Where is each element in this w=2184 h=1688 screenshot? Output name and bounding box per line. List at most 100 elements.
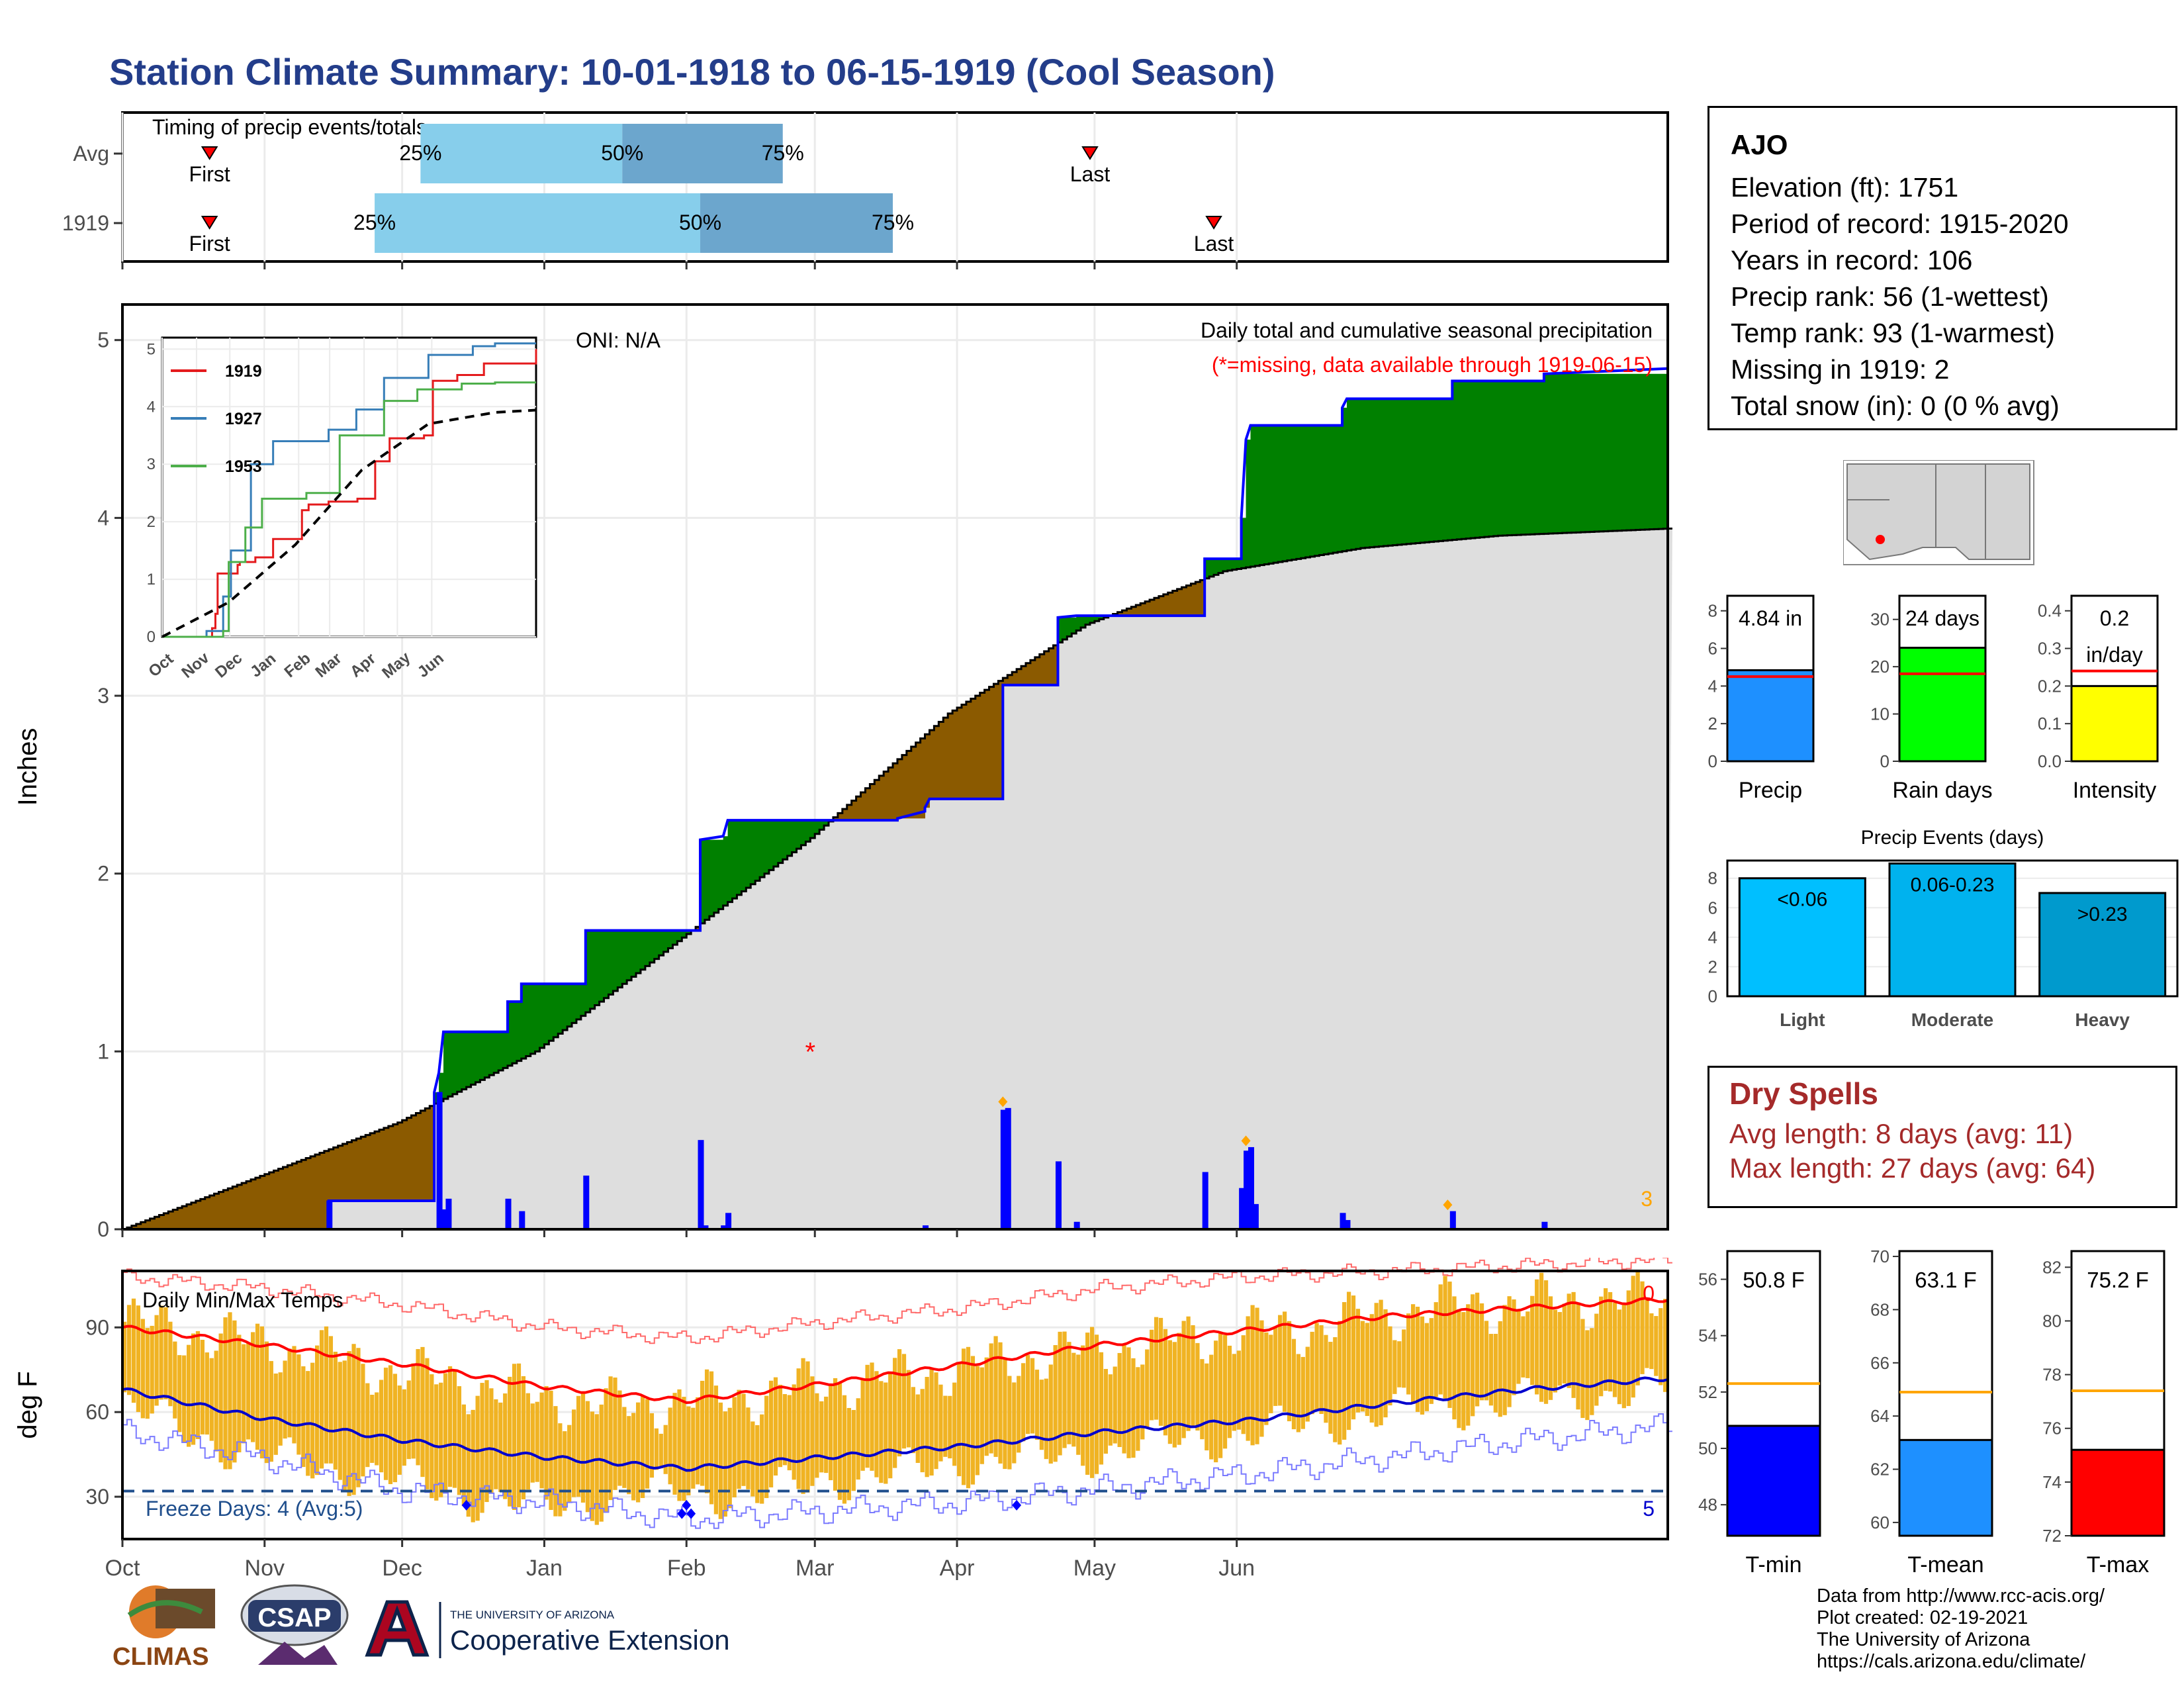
daily-precip-bar: [326, 1200, 333, 1230]
daily-temp-bar: [549, 1390, 553, 1511]
freeze-day-icon: [1012, 1499, 1022, 1511]
daily-temp-bar: [1590, 1328, 1594, 1415]
daily-temp-bar: [498, 1402, 503, 1492]
daily-temp-bar: [1562, 1303, 1567, 1384]
daily-temp-bar: [686, 1406, 691, 1495]
daily-temp-bar: [833, 1378, 838, 1491]
daily-temp-bar: [1186, 1316, 1191, 1431]
inset-ytick-label: 1: [147, 571, 156, 588]
daily-temp-bar: [1278, 1315, 1283, 1406]
inset-series-line: [162, 381, 536, 638]
daily-precip-bar: [583, 1175, 590, 1230]
daily-temp-bar: [1516, 1309, 1521, 1384]
daily-temp-bar: [1594, 1313, 1599, 1406]
daily-precip-bar: [505, 1198, 512, 1230]
daily-temp-bar: [416, 1348, 420, 1466]
last-event-label: Last: [1194, 232, 1234, 256]
normal-cumulative-line: [122, 528, 1672, 1231]
temp-frame: [121, 1270, 1669, 1540]
daily-temp-bar: [1305, 1346, 1310, 1422]
daily-temp-bar: [1617, 1309, 1622, 1405]
daily-temp-bar: [177, 1355, 182, 1432]
daily-temp-bar: [131, 1298, 136, 1403]
temp-summary-title: 63.1 F: [1915, 1268, 1977, 1292]
temp-summary-label: T-min: [1746, 1552, 1802, 1577]
temp-summary-ytick-label: 52: [1698, 1382, 1717, 1402]
missing-marker-icon: *: [805, 1037, 816, 1066]
daily-temp-bar: [1255, 1307, 1259, 1444]
daily-temp-bar: [365, 1383, 370, 1468]
daily-temp-bar: [1122, 1344, 1126, 1454]
daily-temp-bar: [430, 1374, 434, 1499]
daily-temp-bar: [746, 1407, 751, 1489]
university-arizona-logo: THE UNIVERSITY OF ARIZONA Cooperative Ex…: [365, 1600, 730, 1658]
ua-small-text: THE UNIVERSITY OF ARIZONA: [450, 1609, 615, 1621]
daily-temp-bar: [989, 1343, 993, 1454]
daily-temp-bar: [264, 1341, 269, 1464]
daily-temp-bar: [1543, 1280, 1549, 1404]
daily-temp-bar: [608, 1376, 613, 1501]
quartile-label-25: 25%: [399, 141, 441, 165]
daily-temp-bar: [1310, 1331, 1314, 1415]
daily-temp-bar: [1461, 1312, 1466, 1430]
normal-cumulative-area: [122, 528, 1672, 1229]
daily-temp-bar: [829, 1385, 833, 1481]
daily-temp-bar: [1314, 1323, 1319, 1411]
daily-temp-bar: [494, 1399, 498, 1489]
daily-temp-bar: [200, 1340, 205, 1434]
daily-precip-bar: [1449, 1211, 1456, 1230]
ua-big-text: Cooperative Extension: [450, 1624, 730, 1656]
temp-summary-ytick-label: 82: [2042, 1257, 2062, 1277]
daily-temp-bar: [1172, 1342, 1177, 1448]
daily-temp-bar: [122, 1321, 127, 1393]
daily-temp-bar: [1402, 1329, 1406, 1388]
daily-temp-bar: [709, 1371, 714, 1505]
daily-temp-bar: [1259, 1320, 1264, 1437]
daily-temp-bar: [810, 1376, 815, 1486]
daily-temp-bar: [1030, 1358, 1035, 1434]
daily-temp-bar: [1150, 1329, 1154, 1421]
precip-event-label: Heavy: [2075, 1009, 2130, 1030]
daily-temp-bar: [1209, 1354, 1214, 1460]
daily-temp-bar: [659, 1433, 663, 1469]
daily-temp-bar: [1392, 1340, 1397, 1394]
daily-temp-bar: [1181, 1321, 1186, 1438]
daily-temp-bar: [718, 1402, 723, 1519]
first-event-marker-icon: [201, 216, 218, 230]
freeze-day-icon: [461, 1499, 471, 1511]
temp-ytick-label: 30: [85, 1485, 109, 1509]
daily-temp-bar: [342, 1360, 347, 1491]
daily-temp-bar: [604, 1388, 608, 1513]
daily-temp-bar: [966, 1346, 971, 1489]
daily-temp-bar: [1626, 1290, 1631, 1407]
daily-temp-bar: [567, 1425, 572, 1503]
oni-label: ONI: N/A: [576, 328, 661, 352]
daily-temp-bar: [1640, 1281, 1645, 1374]
daily-temp-bar: [700, 1380, 705, 1486]
daily-temp-bar: [704, 1369, 709, 1493]
daily-temp-bar: [1612, 1303, 1617, 1397]
daily-temp-bar: [512, 1364, 517, 1511]
daily-temp-bar: [1621, 1305, 1626, 1409]
inset-series-line: [161, 408, 537, 638]
daily-temp-bar: [163, 1307, 168, 1399]
temp-count-top: 0: [1643, 1282, 1655, 1305]
heavy-event-icon: [1443, 1199, 1453, 1211]
daily-temp-bar: [1429, 1318, 1433, 1404]
quartile-bar-light: [375, 193, 701, 253]
daily-temp-bar: [283, 1360, 287, 1439]
daily-temp-bar: [1530, 1295, 1535, 1385]
daily-temp-bar: [347, 1351, 351, 1496]
daily-temp-bar: [1117, 1352, 1122, 1447]
daily-temp-bar: [1479, 1303, 1484, 1401]
temp-summary-ytick-label: 50: [1698, 1438, 1717, 1458]
daily-temp-bar: [696, 1397, 700, 1485]
daily-temp-bar: [1512, 1299, 1516, 1395]
daily-temp-bar: [1608, 1291, 1613, 1392]
daily-precip-bar: [445, 1198, 452, 1230]
daily-temp-bar: [1415, 1307, 1420, 1412]
daily-temp-bar: [778, 1384, 783, 1468]
daily-temp-bar: [617, 1390, 622, 1486]
daily-temp-bar: [333, 1352, 338, 1470]
temp-summary-ytick-label: 72: [2042, 1526, 2062, 1546]
